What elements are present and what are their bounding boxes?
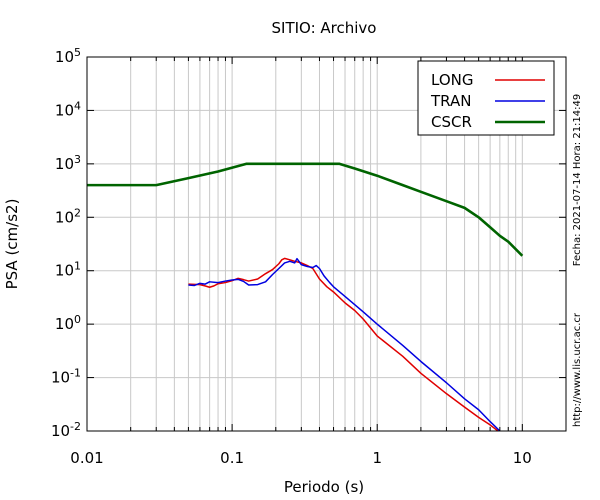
legend: LONG TRAN CSCR: [417, 60, 555, 136]
y-tick-label: 103: [55, 153, 81, 173]
url-annotation: http://www.lis.ucr.ac.cr: [572, 312, 583, 427]
series-line-cscr: [87, 162, 524, 257]
x-tick-label: 0.1: [220, 449, 244, 467]
timestamp-annotation: Fecha: 2021-07-14 Hora: 21:14:49: [572, 94, 583, 267]
legend-label-cscr: CSCR: [431, 113, 472, 131]
series-line-long: [188, 257, 499, 432]
y-tick-label: 102: [55, 206, 81, 226]
y-tick-label: 10-2: [51, 420, 81, 440]
y-tick-label: 100: [55, 313, 81, 333]
y-tick-label: 101: [55, 260, 81, 280]
series-layer: [87, 162, 524, 432]
x-tick-label: 10: [513, 449, 532, 467]
y-tick-label: 105: [55, 46, 81, 66]
y-axis-label: PSA (cm/s2): [3, 199, 21, 290]
plot-frame: [86, 56, 567, 432]
series-line-tran: [188, 257, 501, 432]
chart-title: SITIO: Archivo: [272, 19, 377, 37]
legend-label-tran: TRAN: [430, 92, 471, 110]
x-tick-label: 0.01: [70, 449, 103, 467]
y-tick-label: 104: [55, 99, 81, 119]
legend-label-long: LONG: [431, 71, 473, 89]
axis-ticks: 0.01 0.1 1 10 10-2 10-1 100 101 102 103 104 105: [51, 46, 567, 467]
y-tick-label: 10-1: [51, 367, 81, 387]
x-tick-label: 1: [372, 449, 382, 467]
x-axis-label: Periodo (s): [284, 478, 364, 496]
